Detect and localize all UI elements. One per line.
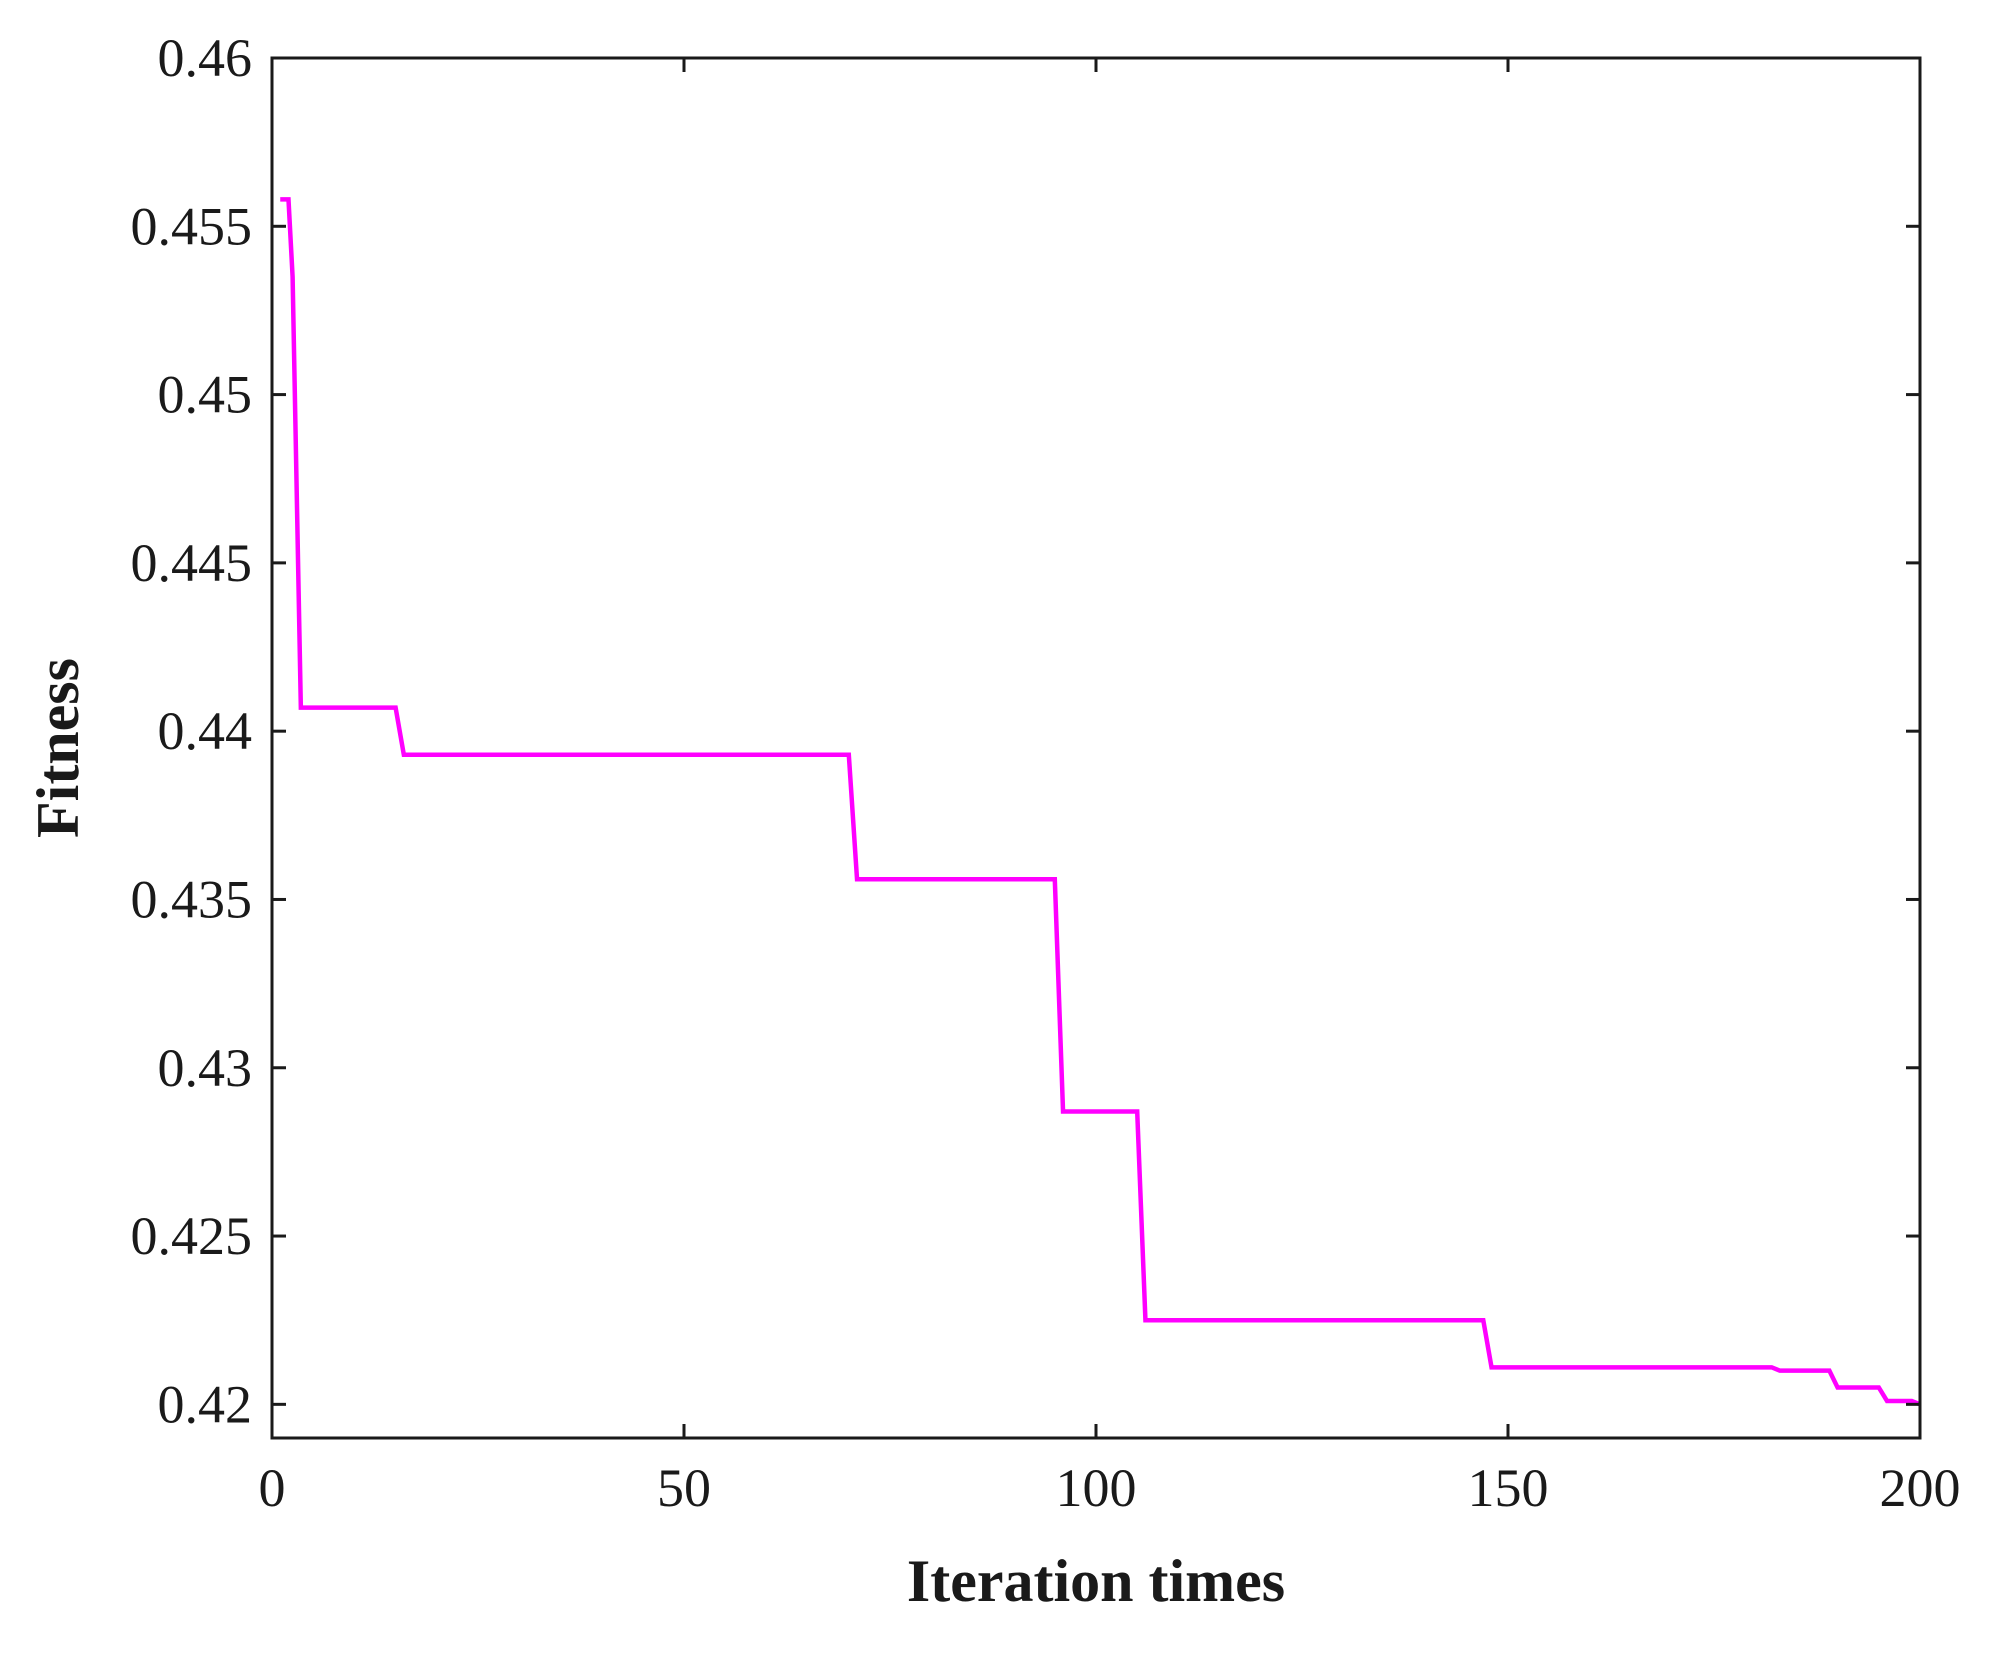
- y-tick-label: 0.44: [158, 701, 253, 761]
- y-tick-label: 0.425: [131, 1206, 253, 1266]
- y-axis-label: Fitness: [25, 658, 91, 838]
- y-tick-label: 0.445: [131, 533, 253, 593]
- x-tick-label: 150: [1468, 1458, 1549, 1518]
- y-tick-label: 0.45: [158, 365, 253, 425]
- x-tick-label: 0: [259, 1458, 286, 1518]
- y-tick-label: 0.46: [158, 28, 253, 88]
- y-tick-label: 0.42: [158, 1374, 253, 1434]
- y-axis: 0.42 0.425 0.43 0.435 0.44 0.445 0.45 0.455 0.46: [131, 28, 1920, 1434]
- y-tick-label: 0.43: [158, 1038, 253, 1098]
- plot-area: [280, 197, 1921, 1407]
- x-tick-label: 100: [1056, 1458, 1137, 1518]
- axes-frame: [270, 56, 1922, 1440]
- x-tick-label: 200: [1880, 1458, 1961, 1518]
- x-tick-label: 50: [657, 1458, 711, 1518]
- fitness-series-line: [280, 197, 1921, 1407]
- y-tick-label: 0.455: [131, 196, 253, 256]
- x-axis-label: Iteration times: [907, 1548, 1285, 1614]
- y-tick-label: 0.435: [131, 869, 253, 929]
- x-axis: 0 50 100 150 200: [259, 58, 1961, 1518]
